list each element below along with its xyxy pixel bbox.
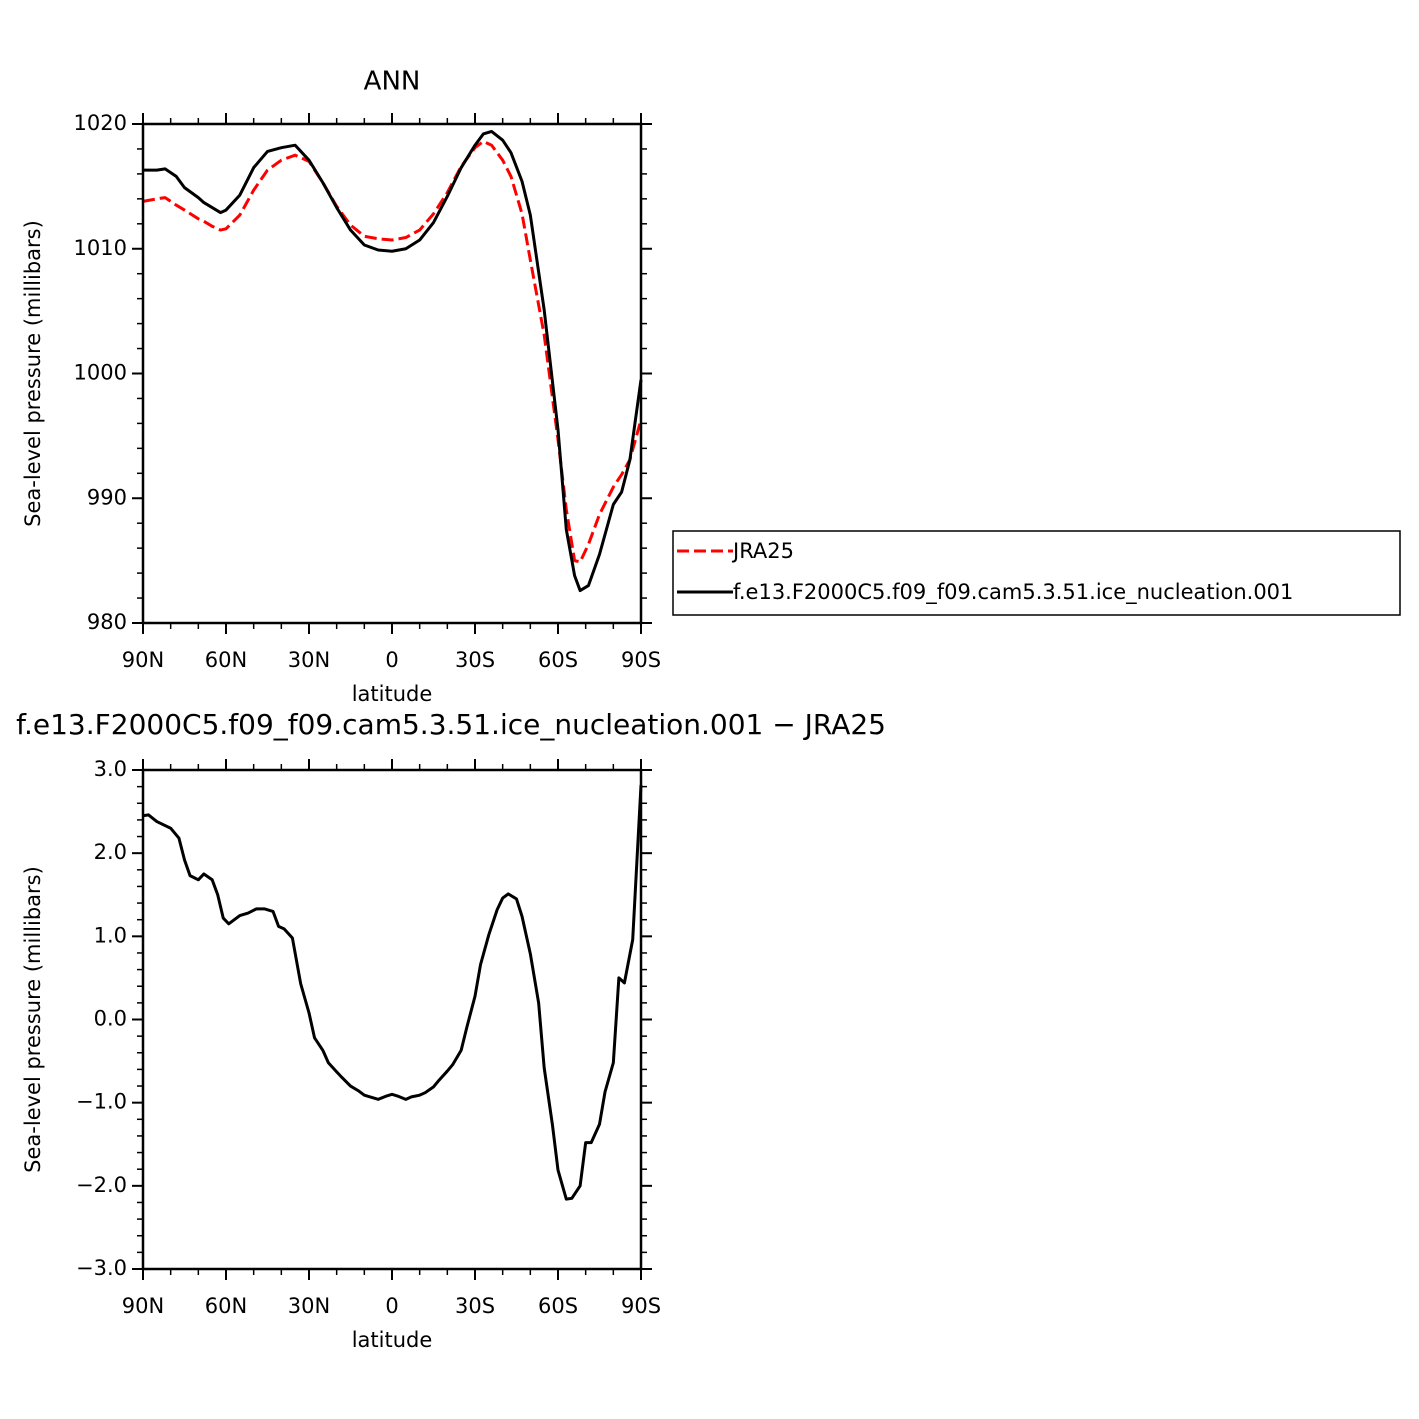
plot-frame [141, 122, 643, 625]
y-tick-label: 1010 [74, 236, 127, 260]
x-tick-label: 0 [385, 648, 398, 672]
y-tick-label: 2.0 [94, 840, 127, 864]
x-axis-label: latitude [352, 682, 433, 706]
series-line [143, 129, 643, 593]
x-tick-label: 90S [621, 648, 661, 672]
x-tick-label: 30S [455, 1294, 495, 1318]
x-tick-label: 60S [538, 1294, 578, 1318]
legend-label: JRA25 [731, 539, 794, 563]
y-tick-label: 3.0 [94, 757, 127, 781]
chart-title: f.e13.F2000C5.f09_f09.cam5.3.51.ice_nucl… [16, 708, 886, 741]
y-tick-label: 980 [87, 610, 127, 634]
plot-frame [141, 768, 643, 1271]
y-tick-label: −3.0 [76, 1256, 127, 1280]
chart-title: ANN [364, 67, 421, 97]
x-tick-label: 90N [122, 1294, 164, 1318]
legend-label: f.e13.F2000C5.f09_f09.cam5.3.51.ice_nucl… [733, 580, 1293, 605]
x-axis-label: latitude [352, 1328, 433, 1352]
x-tick-label: 60N [205, 648, 247, 672]
x-tick-label: 60S [538, 648, 578, 672]
y-tick-label: −2.0 [76, 1173, 127, 1197]
x-tick-label: 90N [122, 648, 164, 672]
series-line [142, 139, 643, 564]
y-tick-label: −1.0 [76, 1090, 127, 1114]
x-tick-label: 60N [205, 1294, 247, 1318]
y-tick-label: 1000 [74, 361, 127, 385]
x-tick-label: 30N [288, 648, 330, 672]
x-tick-label: 30N [288, 1294, 330, 1318]
series-line [142, 784, 643, 1201]
y-tick-label: 1.0 [94, 923, 127, 947]
y-tick-label: 990 [87, 485, 127, 509]
x-tick-label: 90S [621, 1294, 661, 1318]
x-tick-label: 0 [385, 1294, 398, 1318]
y-axis-label: Sea-level pressure (millibars) [21, 220, 45, 527]
y-tick-label: 1020 [74, 111, 127, 135]
x-tick-label: 30S [455, 648, 495, 672]
legend-box [672, 530, 1401, 616]
y-axis-label: Sea-level pressure (millibars) [21, 866, 45, 1173]
y-tick-label: 0.0 [94, 1007, 127, 1031]
